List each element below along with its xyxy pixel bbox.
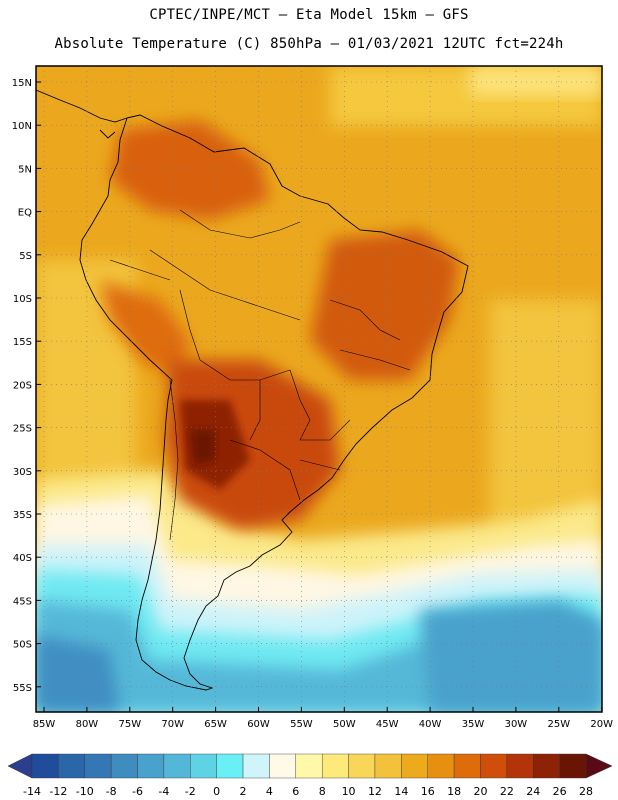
colorbar-tick-label: -6 — [132, 785, 143, 798]
colorbar-tick-label: -8 — [106, 785, 117, 798]
colorbar-swatch — [480, 753, 508, 779]
colorbar-swatch — [506, 753, 534, 779]
lat-label-eq: EQ — [18, 208, 32, 219]
longitude-labels: 85W 80W 75W 70W 65W 60W 55W 50W 45W 40W 35W 30W 25W 2… — [33, 707, 613, 730]
colorbar-tick-label: 8 — [319, 785, 326, 798]
colorbar-swatch — [348, 753, 376, 779]
colorbar-swatch — [110, 753, 138, 779]
colorbar-swatch — [295, 753, 323, 779]
colorbar-swatch — [58, 753, 85, 779]
lat-label-50s: 50S — [13, 640, 32, 651]
colorbar-swatch — [374, 753, 402, 779]
lon-label-20w: 20W — [590, 719, 613, 730]
lon-label-85w: 85W — [33, 719, 56, 730]
lon-label-40w: 40W — [419, 719, 442, 730]
temperature-field — [36, 66, 602, 712]
colorbar-tick-label: 12 — [368, 785, 382, 798]
colorbar-swatch — [216, 753, 244, 779]
south-america-coastline — [79, 114, 469, 691]
lon-label-25w: 25W — [547, 719, 570, 730]
lat-label-10s: 10S — [13, 294, 32, 305]
lat-label-25s: 25S — [13, 424, 32, 435]
lon-label-35w: 35W — [462, 719, 485, 730]
colorbar-swatch — [401, 753, 428, 779]
colorbar-tick-label: 10 — [342, 785, 356, 798]
latitude-labels: 15N 10N 5N EQ 5S 10S 15S 20S 25S 30S 35S 40S 45S 50S 5… — [12, 78, 41, 694]
field-peru-warm — [100, 280, 190, 380]
lat-label-40s: 40S — [13, 553, 32, 564]
lon-label-50w: 50W — [333, 719, 356, 730]
colorbar-swatch — [427, 753, 455, 779]
colorbar-tick-label: 28 — [579, 785, 593, 798]
lon-label-30w: 30W — [505, 719, 528, 730]
colorbar-swatch — [190, 753, 217, 779]
lat-label-5n: 5N — [18, 164, 32, 175]
colorbar-tick-label: 14 — [394, 785, 408, 798]
central-america-coastline — [36, 89, 128, 139]
colorbar-swatch — [269, 753, 297, 779]
colorbar-swatch — [163, 753, 191, 779]
lat-label-20s: 20S — [13, 380, 32, 391]
border-lines — [109, 209, 411, 541]
country-borders — [109, 209, 411, 541]
colorbar-tick-label: -14 — [23, 785, 41, 798]
title-line-2: Absolute Temperature (C) 850hPa – 01/03/… — [54, 36, 564, 52]
colorbar-tick-label: -12 — [49, 785, 67, 798]
field-hottest-core — [190, 430, 215, 465]
field-brazil-warm — [310, 230, 460, 380]
lon-label-80w: 80W — [76, 719, 99, 730]
colorbar-tick-label: 24 — [526, 785, 540, 798]
colorbar-arrow-high — [585, 753, 613, 779]
colorbar-tick-label: 6 — [292, 785, 299, 798]
colorbar-tick-label: -2 — [185, 785, 196, 798]
colorbar-tick-label: 2 — [240, 785, 247, 798]
colorbar-tick-label: -4 — [158, 785, 169, 798]
field-north-warm — [110, 120, 270, 220]
field-caribbean-yellow — [470, 66, 602, 96]
lat-label-30s: 30S — [13, 467, 32, 478]
colorbar-tick-label: 20 — [473, 785, 487, 798]
lat-label-15s: 15S — [13, 337, 32, 348]
colorbar-tick-label: -10 — [76, 785, 94, 798]
lat-label-55s: 55S — [13, 683, 32, 694]
colorbar-tick-label: 0 — [213, 785, 220, 798]
colorbar-swatch — [559, 753, 587, 779]
lat-label-15n: 15N — [12, 78, 32, 89]
colorbar-swatch — [453, 753, 481, 779]
field-deep-blue-sw — [36, 635, 120, 712]
lon-label-70w: 70W — [161, 719, 184, 730]
colorbar-tick-label: 18 — [447, 785, 461, 798]
field-blue-se — [420, 600, 602, 712]
lat-label-35s: 35S — [13, 510, 32, 521]
colorbar: -14 -12 -10 -8 -6 -4 -2 0 2 4 6 8 10 12 14 16 18 20 22 24 26… — [7, 753, 613, 798]
coastlines — [36, 89, 469, 691]
colorbar-tick-label: 4 — [266, 785, 273, 798]
lon-label-75w: 75W — [118, 719, 141, 730]
title-line-1: CPTEC/INPE/MCT – Eta Model 15km – GFS — [149, 7, 469, 23]
lat-label-10n: 10N — [12, 121, 32, 132]
lat-label-5s: 5S — [19, 251, 32, 262]
colorbar-swatch — [137, 753, 165, 779]
colorbar-swatch — [31, 753, 59, 779]
lon-label-60w: 60W — [247, 719, 270, 730]
lon-label-45w: 45W — [376, 719, 399, 730]
lat-label-45s: 45S — [13, 596, 32, 607]
colorbar-tick-label: 26 — [553, 785, 567, 798]
lon-label-55w: 55W — [290, 719, 313, 730]
colorbar-swatch — [533, 753, 560, 779]
colorbar-arrow-low — [7, 753, 33, 779]
colorbar-swatch — [242, 753, 270, 779]
colorbar-tick-label: 22 — [500, 785, 514, 798]
colorbar-swatch — [84, 753, 112, 779]
map-frame — [35, 65, 603, 713]
lon-label-65w: 65W — [204, 719, 227, 730]
colorbar-swatch — [321, 753, 349, 779]
colorbar-tick-label: 16 — [421, 785, 435, 798]
